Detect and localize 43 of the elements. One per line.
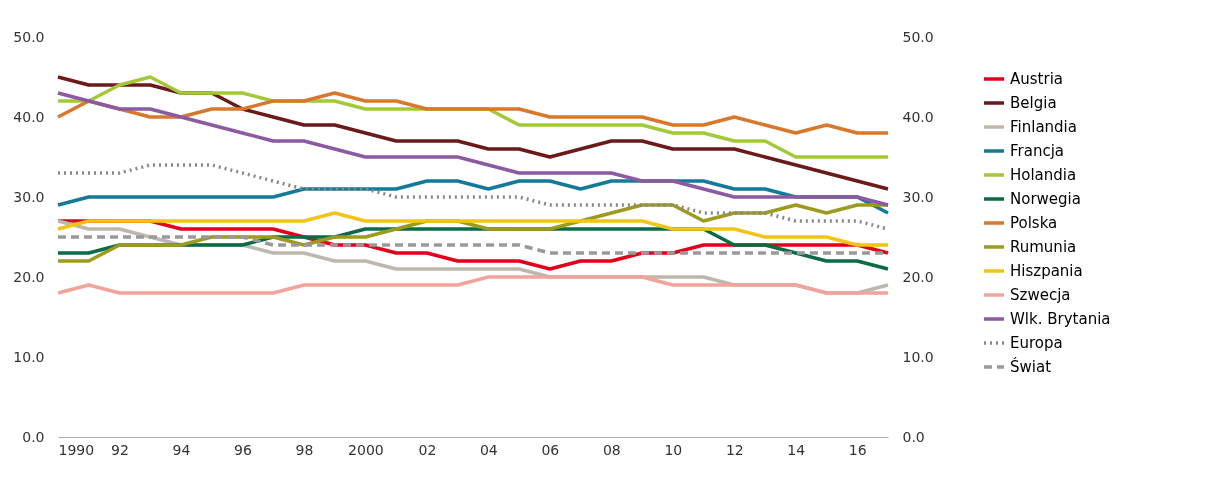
x-tick-label: 04 (479, 441, 498, 458)
y-tick-label: 0.0 (22, 428, 45, 445)
line-series (56, 211, 890, 247)
y2-tick-label: 0.0 (902, 428, 925, 445)
x-tick-label: 2000 (348, 441, 384, 458)
y-tick-label: 10.0 (13, 348, 45, 365)
x-tick-label: 1990 (58, 441, 95, 458)
legend-label: Rumunia (1010, 238, 1077, 256)
x-tick-label: 16 (848, 441, 867, 458)
legend-label: Norwegia (1010, 190, 1081, 208)
y2-tick-label: 10.0 (902, 348, 934, 365)
legend-label: Hiszpania (1010, 262, 1083, 280)
x-tick-label: 96 (234, 441, 252, 458)
y2-tick-label: 20.0 (902, 268, 934, 285)
x-tick-label: 14 (787, 441, 806, 458)
legend-label: Finlandia (1010, 118, 1077, 136)
legend-label: Holandia (1010, 166, 1077, 184)
legend-label: Wlk. Brytania (1010, 310, 1111, 328)
legend-label: Szwecja (1010, 286, 1071, 304)
y-tick-label: 20.0 (13, 268, 45, 285)
y2-tick-label: 40.0 (902, 108, 934, 125)
y2-tick-label: 50.0 (902, 28, 934, 45)
x-tick-label: 10 (664, 441, 683, 458)
line-series (56, 91, 890, 207)
x-tick-label: 08 (602, 441, 621, 458)
y-tick-label: 40.0 (13, 108, 45, 125)
legend-label: Świat (1010, 357, 1052, 376)
legend-label: Austria (1010, 70, 1063, 88)
x-tick-label: 12 (725, 441, 744, 458)
line-series (56, 91, 890, 135)
x-tick-label: 94 (172, 441, 191, 458)
x-tick-label: 06 (541, 441, 560, 458)
y2-tick-label: 30.0 (902, 188, 934, 205)
y-tick-label: 30.0 (13, 188, 45, 205)
x-tick-label: 02 (418, 441, 437, 458)
legend-label: Polska (1010, 214, 1058, 232)
y-tick-label: 50.0 (13, 28, 45, 45)
legend-label: Belgia (1010, 94, 1057, 112)
x-tick-label: 98 (295, 441, 314, 458)
line-series (56, 75, 890, 191)
legend-label: Europa (1010, 334, 1063, 352)
legend-label: Francja (1010, 142, 1065, 160)
x-tick-label: 92 (111, 441, 129, 458)
